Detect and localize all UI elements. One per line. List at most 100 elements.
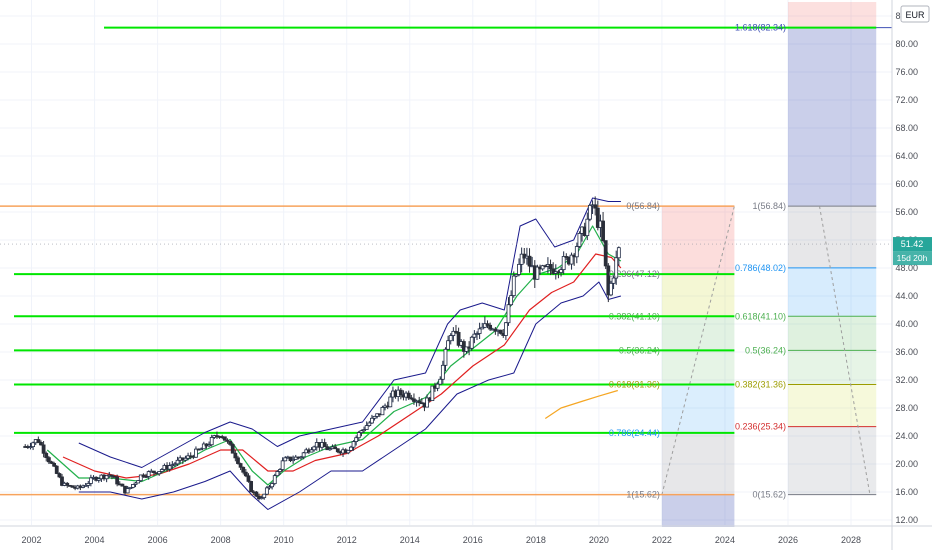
candle-body	[233, 452, 238, 459]
candle-body	[614, 257, 619, 279]
bollinger-lower-line	[78, 281, 622, 510]
candle-body	[228, 440, 232, 445]
candle-body	[503, 322, 508, 336]
candle-body	[438, 378, 443, 385]
candle-body	[159, 469, 164, 472]
candle-body	[595, 207, 600, 228]
time-tick-label: 2002	[22, 535, 42, 545]
candle-body	[104, 475, 109, 480]
candle-body	[243, 471, 248, 477]
price-tick-label: 28.00	[895, 403, 918, 413]
proj-zone-4	[787, 350, 877, 385]
candle-body	[551, 268, 556, 274]
candle-body	[398, 389, 403, 396]
candle-body	[362, 429, 366, 432]
proj-trend-line	[819, 206, 871, 495]
price-tick-label: 80.00	[895, 39, 918, 49]
ret-trend-line	[661, 205, 735, 495]
candle-body	[440, 364, 445, 380]
candle-body	[517, 263, 521, 275]
candle-body	[535, 266, 540, 280]
candle-body	[254, 491, 259, 497]
fib-retracement-label: 1(15.62)	[626, 490, 660, 500]
candle-body	[152, 470, 156, 474]
candle-body	[52, 462, 57, 467]
candle-body	[175, 459, 180, 465]
candle-body	[41, 444, 46, 454]
candle-body	[57, 473, 62, 478]
candle-body	[485, 323, 490, 326]
candle-body	[564, 256, 569, 258]
candle-body	[109, 474, 114, 477]
candle-body	[569, 254, 574, 265]
fib-projection-label: 0.618(41.10)	[735, 311, 786, 321]
candle-body	[448, 335, 453, 342]
candle-body	[488, 324, 493, 330]
candle-body	[606, 265, 611, 296]
time-tick-label: 2016	[463, 535, 483, 545]
candle-body	[585, 218, 590, 237]
candle-body	[83, 484, 88, 487]
candle-body	[209, 437, 214, 446]
candle-body	[144, 476, 148, 478]
candle-body	[199, 448, 204, 451]
candle-body	[367, 422, 372, 426]
candle-body	[264, 487, 269, 495]
currency-label: EUR	[905, 10, 925, 20]
candle-body	[388, 396, 393, 408]
price-tick-label: 12.00	[895, 515, 918, 525]
time-tick-label: 2026	[778, 535, 798, 545]
proj-zone-6	[787, 426, 877, 495]
candle-body	[230, 443, 235, 454]
candle-body	[236, 457, 240, 464]
candle-body	[333, 446, 338, 450]
candle-body	[349, 446, 353, 451]
bollinger-upper-line	[78, 197, 621, 468]
proj-zone-5	[787, 384, 877, 427]
currency-badge[interactable]	[900, 5, 930, 23]
price-tick-label: 20.00	[895, 459, 918, 469]
candle-body	[356, 432, 361, 439]
candle-body	[611, 277, 616, 284]
countdown-value: 15d 20h	[897, 253, 928, 263]
candle-body	[120, 483, 125, 487]
time-tick-label: 2012	[337, 535, 357, 545]
candle-body	[222, 436, 227, 441]
candle-body	[270, 483, 275, 488]
time-tick-label: 2028	[841, 535, 861, 545]
candle-body	[167, 465, 172, 470]
time-tick-label: 2010	[274, 535, 294, 545]
candle-body	[519, 253, 524, 265]
candle-body	[561, 256, 566, 271]
time-tick-label: 2024	[715, 535, 735, 545]
candle-body	[183, 457, 188, 461]
candle-body	[351, 441, 356, 448]
fib-retracement-label: 0(56.84)	[626, 201, 660, 211]
candle-body	[267, 486, 272, 489]
countdown-badge	[893, 251, 932, 266]
candle-body	[417, 400, 422, 404]
candle-body	[96, 478, 101, 481]
fib-retracement-zones	[661, 205, 735, 527]
price-tick-label: 72.00	[895, 95, 918, 105]
price-tick-label: 64.00	[895, 151, 918, 161]
fib-projection-label: 1(56.84)	[752, 201, 786, 211]
moving-average-fast-line	[46, 225, 622, 486]
candle-body	[88, 477, 93, 484]
proj-zone-2	[787, 267, 877, 317]
proj-zone-1	[787, 206, 877, 268]
candle-body	[372, 415, 377, 419]
fib-retracement-label: 0.5(36.24)	[619, 345, 660, 355]
last-price-value: 51.42	[901, 239, 924, 249]
candle-body	[272, 475, 277, 484]
candle-body	[480, 326, 485, 330]
candle-body	[574, 246, 579, 258]
proj-zone-top	[787, 2, 877, 28]
candle-body	[577, 232, 582, 247]
time-tick-label: 2006	[148, 535, 168, 545]
candle-body	[36, 439, 41, 443]
time-tick-label: 2008	[211, 535, 231, 545]
